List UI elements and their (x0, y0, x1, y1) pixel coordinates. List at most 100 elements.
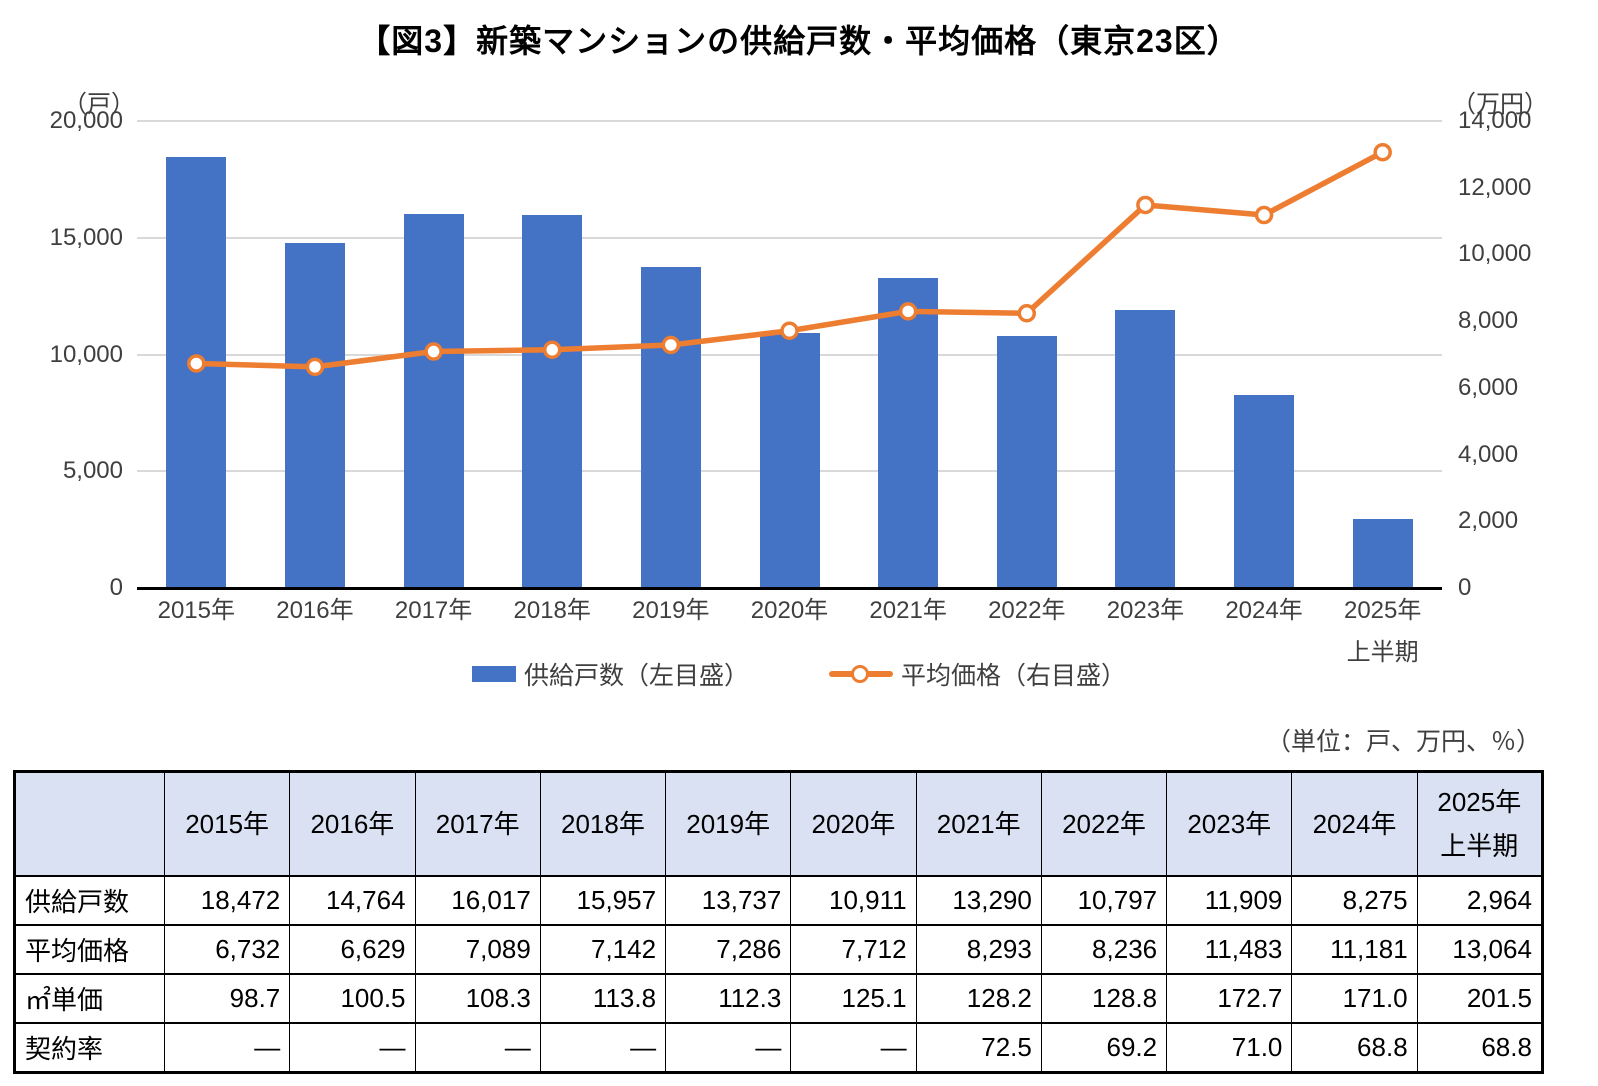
table-cell: 72.5 (915, 1022, 1042, 1073)
table-cell: — (414, 1022, 541, 1073)
supply-bar (1352, 518, 1413, 588)
legend-label: 供給戸数（左目盛） (523, 662, 749, 690)
table-cell: — (163, 1022, 291, 1073)
table-cell: 13,064 (1416, 924, 1543, 975)
supply-bar (522, 215, 583, 588)
supply-bar (284, 243, 345, 588)
table-row-label: 供給戸数 (14, 875, 165, 926)
left-axis-unit-label: （戸） (63, 91, 135, 118)
supply-bar (996, 335, 1057, 588)
table-cell: 8,236 (1040, 924, 1168, 975)
x-axis-label: 2020年 (750, 597, 829, 624)
x-axis-label: 2017年 (394, 597, 473, 624)
table-cell: 14,764 (289, 875, 416, 926)
right-axis-tick: 2,000 (1458, 507, 1519, 535)
table-cell: 10,797 (1040, 875, 1168, 926)
table-corner-cell (14, 770, 165, 877)
table-header-cell: 2023年 (1166, 770, 1293, 877)
supply-bar (403, 214, 464, 588)
table-cell: 8,275 (1291, 875, 1418, 926)
table-cell: 7,089 (414, 924, 541, 975)
table-cell: — (790, 1022, 917, 1073)
table-cell: 71.0 (1166, 1022, 1293, 1073)
table-header-cell: 2024年 (1291, 770, 1418, 877)
table-cell: 100.5 (289, 973, 416, 1024)
legend-item: 供給戸数（左目盛） (471, 656, 749, 692)
table-cell: 125.1 (790, 973, 917, 1024)
x-axis-label: 2015年 (157, 597, 235, 624)
table-cell: 113.8 (539, 973, 667, 1024)
price-marker (1136, 195, 1155, 215)
table-cell: 18,472 (163, 875, 291, 926)
table-row-label: 契約率 (14, 1022, 165, 1073)
x-axis-label: 2016年 (276, 597, 354, 624)
table-cell: 7,286 (665, 924, 792, 975)
table-header-cell: 2021年 (915, 770, 1042, 877)
legend-label: 平均価格（右目盛） (901, 662, 1127, 690)
table-cell: 6,732 (163, 924, 291, 975)
table-cell: 10,911 (790, 875, 917, 926)
line-swatch-marker (851, 665, 869, 683)
table-header-cell: 2019年 (665, 770, 792, 877)
table-cell: 69.2 (1040, 1022, 1168, 1073)
x-axis-label: 2024年 (1225, 597, 1303, 624)
gridline (137, 236, 1442, 239)
right-axis-tick: 6,000 (1458, 373, 1519, 401)
gridline (137, 120, 1442, 122)
table-header-cell: 2022年 (1040, 770, 1168, 877)
price-marker (1254, 205, 1274, 225)
chart-legend: 供給戸数（左目盛） 平均価格（右目盛） (0, 656, 1598, 692)
x-axis-label: 2022年 (988, 597, 1066, 624)
table-cell: 16,017 (414, 875, 541, 926)
price-marker (1017, 304, 1037, 323)
left-axis-tick: 0 (109, 574, 123, 601)
table-header-cell: 2018年 (539, 770, 667, 877)
bar-swatch-icon (471, 666, 516, 682)
right-axis-tick: 14,000 (1458, 107, 1532, 134)
table-header-cell: 2017年 (414, 770, 541, 877)
left-axis-tick: 15,000 (49, 223, 123, 251)
data-table: 2015年 2016年 2017年 2018年 2019年 2020年 2021年 2022年… (13, 770, 1544, 1074)
table-cell: 6,629 (289, 924, 416, 975)
table-row: ㎡単価 98.7 100.5 108.3 113.8 112.3 125.1 128.2 128… (14, 973, 1543, 1024)
right-axis-tick: 12,000 (1458, 173, 1532, 201)
table-row: 平均価格 6,732 6,629 7,089 7,142 7,286 7,712 8,293 8… (14, 924, 1543, 975)
table-cell: 7,142 (539, 924, 667, 975)
table-cell: 8,293 (915, 924, 1042, 975)
x-axis-label: 2021年 (869, 597, 947, 624)
price-marker (1373, 142, 1392, 162)
table-header-cell: 2015年 (163, 770, 291, 877)
supply-bar (166, 156, 227, 588)
table-row-label: ㎡単価 (14, 973, 165, 1024)
supply-bar (640, 267, 701, 588)
supply-bar (878, 277, 939, 588)
table-row-label: 平均価格 (14, 924, 165, 975)
chart-title: 【図3】新築マンションの供給戸数・平均価格（東京23区） (358, 23, 1240, 59)
left-axis-tick: 20,000 (49, 107, 123, 134)
supply-bar (1115, 309, 1176, 588)
table-cell: 98.7 (163, 973, 291, 1024)
table-cell: — (539, 1022, 667, 1073)
table-cell: 7,712 (790, 924, 917, 975)
left-axis-tick: 10,000 (49, 340, 123, 368)
table-header-row: 2015年 2016年 2017年 2018年 2019年 2020年 2021年 2022年… (14, 770, 1543, 877)
legend-item: 平均価格（右目盛） (829, 656, 1126, 692)
table-cell: 108.3 (414, 973, 541, 1024)
table-header-cell: 2016年 (289, 770, 416, 877)
table-cell: 112.3 (665, 973, 792, 1024)
supply-bar (1234, 394, 1295, 588)
supply-bar (759, 333, 820, 588)
table-cell: 2,964 (1416, 875, 1543, 926)
left-axis-tick: 5,000 (62, 457, 123, 485)
table-cell: 11,181 (1291, 924, 1418, 975)
table-cell: 128.2 (915, 973, 1042, 1024)
x-axis-label: 2025年 上半期 (1343, 597, 1422, 666)
table-cell: 171.0 (1291, 973, 1418, 1024)
table-cell: 11,483 (1166, 924, 1293, 975)
table-unit-note: （単位：戸、万円、％） (1265, 728, 1541, 756)
table-cell: 68.8 (1416, 1022, 1543, 1073)
right-axis-tick: 8,000 (1458, 307, 1519, 335)
table-cell: 201.5 (1416, 973, 1543, 1024)
table-cell: 172.7 (1166, 973, 1293, 1024)
